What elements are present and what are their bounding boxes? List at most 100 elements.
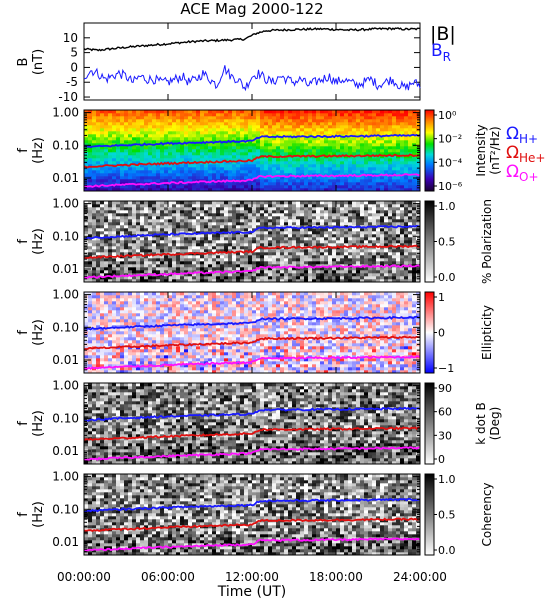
spectrogram-cell (244, 161, 249, 165)
spectrogram-cell (112, 125, 117, 129)
spectrogram-cell (376, 119, 381, 123)
spectrogram-cell (320, 134, 325, 138)
spectrogram-cell (184, 134, 189, 138)
spectrogram-cell (332, 113, 337, 117)
spectrogram-cell (112, 246, 117, 250)
spectrogram-cell (316, 146, 321, 150)
spectrogram-cell (268, 143, 273, 147)
spectrogram-cell (156, 270, 161, 274)
spectrogram-cell (192, 273, 197, 277)
spectrogram-cell (268, 131, 273, 135)
spectrogram-cell (296, 370, 301, 374)
spectrogram-cell (368, 149, 373, 153)
spectrogram-cell (408, 131, 413, 135)
spectrogram-cell (332, 201, 337, 205)
spectrogram-cell (140, 122, 145, 126)
spectrogram-cell (256, 167, 261, 171)
spectrogram-cell (296, 267, 301, 271)
spectrogram-cell (344, 228, 349, 232)
spectrogram-cell (236, 116, 241, 120)
spectrogram-cell (376, 237, 381, 241)
spectrogram-cell (276, 228, 281, 232)
spectrogram-cell (144, 119, 149, 123)
spectrogram-cell (196, 246, 201, 250)
spectrogram-cell (292, 131, 297, 135)
spectrogram-cell (160, 137, 165, 141)
spectrogram-cell (140, 279, 145, 283)
spectrogram-cell (228, 125, 233, 129)
spectrogram-cell (312, 149, 317, 153)
spectrogram-cell (288, 140, 293, 144)
spectrogram-cell (352, 131, 357, 135)
spectrogram-cell (400, 210, 405, 214)
spectrogram-cell (168, 134, 173, 138)
spectrogram-cell (196, 182, 201, 186)
spectrogram-cell (248, 143, 253, 147)
spectrogram-cell (164, 216, 169, 220)
spectrogram-cell (160, 119, 165, 123)
spectrogram-cell (92, 201, 97, 205)
spectrogram-cell (84, 158, 89, 162)
spectrogram-cell (296, 161, 301, 165)
spectrogram-cell (148, 158, 153, 162)
spectrogram-cell (372, 185, 377, 189)
spectrogram-cell (248, 279, 253, 283)
spectrogram-cell (160, 176, 165, 180)
spectrogram-cell (172, 249, 177, 253)
spectrogram-cell (332, 149, 337, 153)
spectrogram-cell (292, 243, 297, 247)
spectrogram-cell (240, 216, 245, 220)
spectrogram-cell (96, 210, 101, 214)
spectrogram-cell (376, 179, 381, 183)
spectrogram-cell (388, 258, 393, 262)
spectrogram-cell (152, 176, 157, 180)
spectrogram-cell (188, 170, 193, 174)
spectrogram-cell (352, 182, 357, 186)
spectrogram-cell (100, 273, 105, 277)
spectrogram-cell (296, 170, 301, 174)
spectrogram-cell (248, 252, 253, 256)
spectrogram-cell (216, 279, 221, 283)
spectrogram-cell (404, 276, 409, 280)
spectrogram-cell (212, 176, 217, 180)
spectrogram-cell (128, 267, 133, 271)
spectrogram-cell (100, 364, 105, 368)
spectrogram-cell (328, 131, 333, 135)
spectrogram-cell (292, 219, 297, 223)
spectrogram-cell (244, 234, 249, 238)
spectrogram-cell (304, 110, 309, 114)
spectrogram-cell (96, 182, 101, 186)
spectrogram-cell (272, 146, 277, 150)
spectrogram-cell (356, 261, 361, 265)
spectrogram-cell (304, 213, 309, 217)
spectrogram-cell (368, 258, 373, 262)
spectrogram-cell (188, 258, 193, 262)
spectrogram-cell (324, 270, 329, 274)
spectrogram-cell (408, 228, 413, 232)
spectrogram-cell (316, 149, 321, 153)
spectrogram-cell (308, 234, 313, 238)
spectrogram-cell (136, 152, 141, 156)
spectrogram-cell (304, 116, 309, 120)
spectrogram-cell (144, 231, 149, 235)
spectrogram-cell (108, 149, 113, 153)
spectrogram-cell (384, 143, 389, 147)
spectrogram-cell (292, 122, 297, 126)
spectrogram-cell (276, 216, 281, 220)
spectrogram-cell (368, 234, 373, 238)
spectrogram-cell (188, 213, 193, 217)
spectrogram-cell (92, 131, 97, 135)
spectrogram-cell (388, 207, 393, 211)
spectrogram-cell (128, 158, 133, 162)
spectrogram-cell (340, 249, 345, 253)
spectrogram-cell (124, 261, 129, 265)
spectrogram-cell (324, 182, 329, 186)
spectrogram-cell (292, 152, 297, 156)
spectrogram-cell (268, 176, 273, 180)
spectrogram-cell (188, 276, 193, 280)
spectrogram-cell (288, 125, 293, 129)
spectrogram-cell (332, 137, 337, 141)
spectrogram-cell (352, 185, 357, 189)
spectrogram-cell (136, 264, 141, 268)
spectrogram-cell (328, 225, 333, 229)
